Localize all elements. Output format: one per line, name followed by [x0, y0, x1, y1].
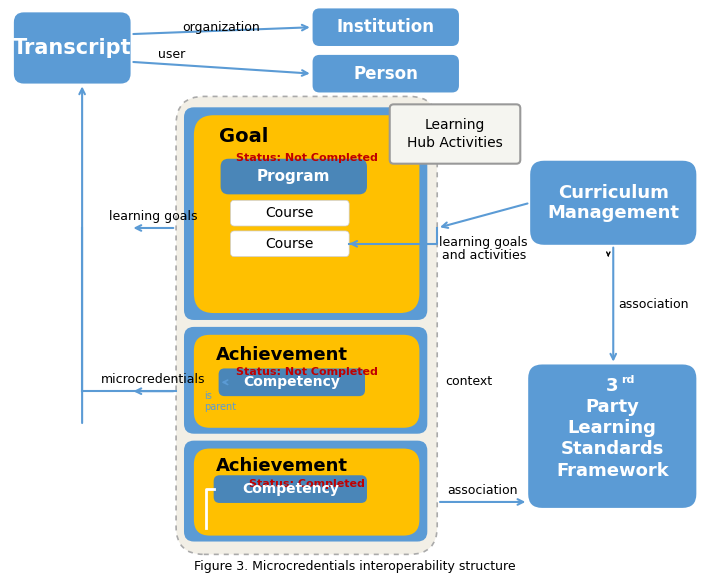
Text: Course: Course [265, 206, 314, 220]
FancyBboxPatch shape [176, 96, 437, 554]
Text: Achievement: Achievement [215, 346, 347, 363]
FancyBboxPatch shape [194, 335, 419, 428]
Text: Person: Person [353, 65, 418, 83]
Text: context: context [445, 375, 492, 388]
Text: Status: Completed: Status: Completed [249, 479, 364, 489]
Text: Standards: Standards [561, 439, 664, 457]
Text: association: association [448, 484, 518, 497]
Text: Party: Party [585, 398, 639, 416]
Text: Learning: Learning [568, 419, 657, 437]
Text: user: user [159, 48, 186, 62]
Text: Management: Management [547, 204, 679, 222]
Text: rd: rd [621, 376, 635, 385]
Text: is: is [204, 391, 212, 401]
Text: learning goals: learning goals [439, 236, 528, 249]
Text: Curriculum: Curriculum [558, 184, 669, 202]
Text: Program: Program [257, 169, 330, 184]
FancyBboxPatch shape [184, 441, 427, 541]
Text: and activities: and activities [441, 249, 526, 262]
Text: Transcript: Transcript [13, 38, 131, 58]
Text: Framework: Framework [556, 463, 669, 480]
Text: Course: Course [265, 237, 314, 251]
FancyBboxPatch shape [214, 475, 367, 503]
FancyBboxPatch shape [194, 115, 419, 313]
FancyBboxPatch shape [184, 107, 427, 320]
Text: Goal: Goal [219, 127, 268, 146]
FancyBboxPatch shape [194, 449, 419, 536]
Text: Figure 3. Microcredentials interoperability structure: Figure 3. Microcredentials interoperabil… [194, 560, 516, 573]
FancyBboxPatch shape [313, 9, 459, 46]
FancyBboxPatch shape [390, 104, 520, 164]
Text: Learning: Learning [425, 118, 485, 132]
FancyBboxPatch shape [184, 327, 427, 434]
Text: association: association [618, 298, 689, 311]
Text: Competency: Competency [242, 482, 339, 496]
Text: learning goals: learning goals [109, 210, 198, 222]
Text: microcredentials: microcredentials [101, 373, 205, 386]
Text: Institution: Institution [337, 18, 435, 36]
Text: Achievement: Achievement [215, 457, 347, 475]
Text: Competency: Competency [244, 376, 340, 389]
FancyBboxPatch shape [530, 161, 696, 245]
FancyBboxPatch shape [528, 365, 696, 508]
FancyBboxPatch shape [230, 231, 349, 257]
Text: Status: Not Completed: Status: Not Completed [236, 153, 378, 163]
FancyBboxPatch shape [14, 12, 131, 84]
FancyBboxPatch shape [230, 200, 349, 226]
Text: Status: Not Completed: Status: Not Completed [236, 367, 378, 377]
FancyBboxPatch shape [219, 369, 365, 396]
Text: 3: 3 [606, 377, 618, 395]
Text: parent: parent [204, 402, 236, 412]
Text: Hub Activities: Hub Activities [407, 136, 503, 150]
Text: organization: organization [183, 21, 261, 34]
FancyBboxPatch shape [220, 159, 367, 194]
FancyBboxPatch shape [313, 55, 459, 93]
